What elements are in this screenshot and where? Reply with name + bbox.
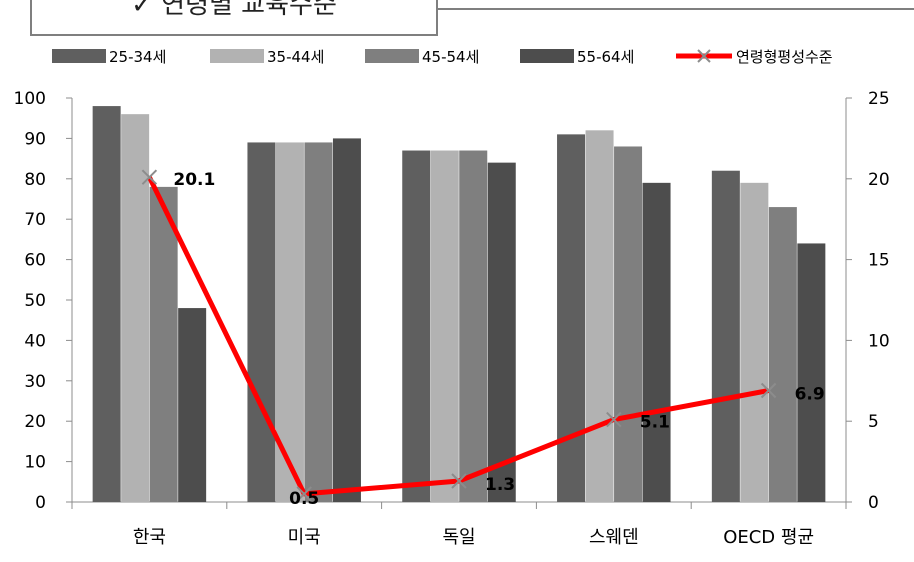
bar: [585, 130, 614, 502]
line-point-marker: [606, 411, 622, 428]
y-left-tick-label: 90: [24, 129, 46, 149]
y-right-tick-label: 5: [868, 412, 879, 432]
data-label: 0.5: [289, 489, 319, 509]
legend-swatch: [210, 49, 264, 63]
bar: [402, 150, 431, 502]
y-left-tick-label: 100: [14, 89, 46, 109]
legend-swatch: [52, 49, 106, 63]
x-tick-label: 한국: [133, 527, 166, 548]
y-left-tick-label: 70: [24, 210, 46, 230]
legend-label: 35-44세: [267, 48, 324, 66]
bar: [178, 308, 207, 502]
legend-line-marker: [697, 49, 711, 63]
line-point-marker: [141, 169, 158, 185]
data-label: 1.3: [485, 475, 515, 495]
bar: [487, 162, 516, 502]
line-series: [147, 176, 770, 497]
y-left-tick-label: 80: [24, 170, 46, 190]
data-label: 5.1: [640, 413, 670, 433]
y-left-tick-label: 30: [24, 372, 46, 392]
bar: [121, 114, 150, 502]
y-right-tick-label: 25: [868, 89, 890, 109]
bar: [304, 142, 333, 502]
y-right-tick-label: 10: [868, 331, 890, 351]
y-left-tick-label: 60: [24, 251, 46, 271]
y-right-tick-label: 20: [868, 170, 890, 190]
bar: [247, 142, 276, 502]
y-left-tick-label: 0: [35, 493, 46, 513]
bar: [332, 138, 361, 502]
bar: [614, 146, 643, 503]
bar: [797, 243, 826, 502]
x-tick-label: 미국: [288, 527, 321, 548]
bar: [740, 182, 769, 502]
bar: [642, 182, 671, 502]
legend-swatch: [520, 49, 574, 63]
x-tick-label: OECD 평균: [723, 527, 814, 548]
y-left-tick-label: 40: [24, 331, 46, 351]
legend-label: 55-64세: [577, 48, 634, 66]
y-right-tick-label: 15: [868, 251, 890, 271]
legend-label: 연령형평성수준: [736, 48, 833, 66]
legend-label: 45-54세: [422, 48, 479, 66]
x-tick-label: 스웨덴: [589, 527, 639, 548]
y-left-tick-label: 10: [24, 453, 46, 473]
legend-swatch: [365, 49, 419, 63]
line-point-marker: [451, 473, 467, 489]
chart-title: ✓ 연령별 교육수준: [131, 0, 337, 20]
chart-title-box: ✓ 연령별 교육수준: [30, 0, 438, 36]
bar: [92, 106, 121, 502]
bar: [557, 134, 586, 503]
line-point-marker: [760, 382, 777, 399]
y-left-tick-label: 20: [24, 412, 46, 432]
title-rule: [438, 8, 914, 10]
bar: [459, 150, 488, 502]
legend-label: 25-34세: [109, 48, 166, 66]
bar: [430, 150, 459, 502]
data-label: 6.9: [795, 384, 825, 404]
bar: [149, 186, 178, 502]
x-tick-label: 독일: [442, 527, 475, 548]
y-right-tick-label: 0: [868, 493, 879, 513]
bar: [711, 170, 740, 502]
bar: [768, 207, 797, 502]
y-left-tick-label: 50: [24, 291, 46, 311]
data-label: 20.1: [173, 170, 215, 190]
line-point-marker: [296, 486, 312, 502]
